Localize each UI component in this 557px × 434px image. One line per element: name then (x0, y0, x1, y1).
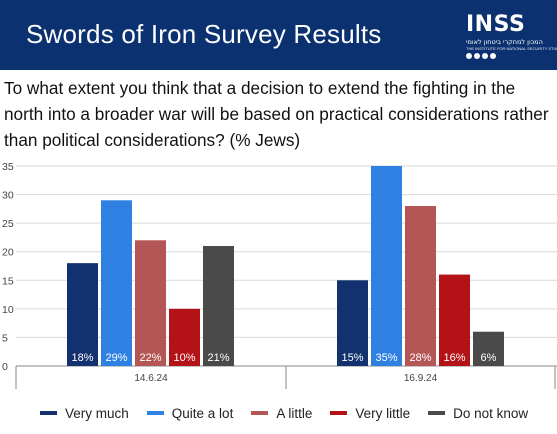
bar (405, 206, 436, 366)
legend-item: Do not know (428, 406, 528, 421)
bar-data-label: 21% (207, 352, 229, 364)
bar (169, 308, 200, 366)
bar-data-label: 29% (105, 352, 127, 364)
inss-logo: INSS המכון למחקרי ביטחון לאומי THE INSTI… (466, 12, 557, 62)
legend-item: Very much (40, 406, 129, 421)
bar (67, 263, 98, 366)
y-tick-label: 0 (2, 361, 8, 373)
logo-english-line: THE INSTITUTE FOR NATIONAL SECURITY STUD… (466, 46, 557, 51)
y-tick-label: 15 (2, 275, 14, 287)
legend-swatch (330, 411, 348, 415)
bar-data-label: 15% (341, 352, 363, 364)
bar-data-label: 16% (443, 352, 465, 364)
legend-label: A little (276, 405, 313, 421)
legend-item: A little (251, 406, 312, 421)
legend-label: Quite a lot (171, 405, 234, 421)
bar-data-label: 10% (173, 352, 195, 364)
bar-data-label: 35% (375, 352, 397, 364)
chart-legend: Very much Quite a lot A little Very little D… (40, 403, 557, 423)
y-tick-label: 20 (2, 247, 14, 259)
social-icons (466, 53, 546, 59)
y-tick-label: 35 (2, 161, 14, 173)
bar-data-label: 22% (139, 352, 161, 364)
bar (101, 200, 132, 366)
bar (337, 280, 368, 366)
page-title: Swords of Iron Survey Results (26, 19, 382, 49)
legend-swatch (428, 411, 446, 415)
social-icon-4 (490, 53, 496, 59)
legend-item: Quite a lot (146, 405, 234, 421)
legend-label: Do not know (453, 405, 529, 421)
bar-chart: 0 5 10 15 20 25 30 35 18% 29% 22% 10% 21% 14.6.24 15% 3… (2, 161, 557, 389)
logo-brand: INSS (466, 12, 526, 37)
legend-swatch (40, 411, 57, 415)
survey-question: To what extent you think that a decision… (4, 78, 549, 150)
bar-data-label: 6% (481, 352, 497, 364)
x-category-label: 16.9.24 (404, 373, 438, 384)
y-tick-label: 5 (2, 332, 8, 344)
legend-item: Very little (330, 406, 410, 421)
legend-swatch (146, 411, 164, 415)
bar (203, 246, 234, 366)
bar (439, 274, 470, 366)
legend-label: Very little (355, 405, 411, 421)
legend-label: Very much (65, 405, 129, 421)
bar (135, 240, 166, 366)
y-tick-label: 30 (2, 190, 14, 202)
legend-swatch (251, 411, 269, 415)
bar-data-label: 18% (71, 352, 93, 364)
x-category-label: 14.6.24 (134, 373, 168, 384)
bar (473, 331, 504, 366)
bar (371, 166, 402, 366)
social-icon-1 (466, 53, 472, 59)
logo-hebrew-line: המכון למחקרי ביטחון לאומי (466, 38, 543, 46)
bar-data-label: 28% (409, 352, 431, 364)
social-icon-3 (482, 53, 488, 59)
header-banner: Swords of Iron Survey Results INSS המכון… (0, 0, 557, 70)
social-icon-2 (474, 53, 480, 59)
y-tick-label: 10 (2, 304, 14, 316)
y-tick-label: 25 (2, 218, 14, 230)
